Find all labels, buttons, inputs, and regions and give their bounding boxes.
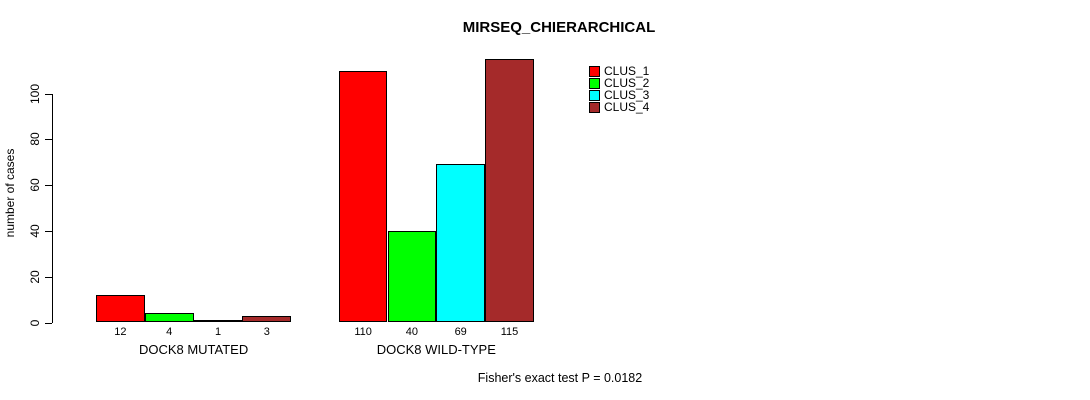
legend-label: CLUS_4 xyxy=(604,100,650,114)
bar-value-label: 69 xyxy=(454,326,467,338)
legend-label: CLUS_3 xyxy=(604,88,650,102)
bar-CLUS_3 xyxy=(436,164,486,323)
y-tick-mark xyxy=(45,139,52,141)
bar-CLUS_2 xyxy=(144,313,194,323)
annotation-text: Fisher's exact test P = 0.0182 xyxy=(477,371,643,385)
legend-swatch-CLUS_2 xyxy=(589,78,600,89)
bar-CLUS_1 xyxy=(338,70,388,323)
bar-value-label: 4 xyxy=(166,326,173,338)
bar-CLUS_3 xyxy=(193,320,243,323)
legend-label: CLUS_2 xyxy=(604,76,650,90)
bar-value-label: 110 xyxy=(354,326,372,338)
legend-swatch-CLUS_3 xyxy=(589,90,600,101)
y-tick-mark xyxy=(45,93,52,95)
bar-CLUS_4 xyxy=(242,315,292,323)
legend-label: CLUS_1 xyxy=(604,64,650,78)
group-label: DOCK8 WILD-TYPE xyxy=(376,342,496,357)
bar-value-label: 3 xyxy=(263,326,270,338)
y-tick-label: 0 xyxy=(28,319,42,326)
bar-value-label: 115 xyxy=(500,326,519,338)
bar-CLUS_1 xyxy=(96,295,145,323)
bar-CLUS_4 xyxy=(485,59,534,323)
y-tick-mark xyxy=(45,322,52,324)
bar-value-label: 1 xyxy=(214,326,222,338)
y-tick-label: 100 xyxy=(28,83,42,104)
legend-swatch-CLUS_1 xyxy=(589,66,600,77)
bar-CLUS_2 xyxy=(387,230,437,323)
y-tick-mark xyxy=(45,185,52,187)
y-tick-label: 40 xyxy=(28,224,42,238)
chart-title: MIRSEQ_CHIERARCHICAL xyxy=(462,19,656,36)
y-tick-label: 20 xyxy=(28,270,42,284)
y-tick-mark xyxy=(45,276,52,278)
y-tick-mark xyxy=(45,230,52,232)
legend-swatch-CLUS_4 xyxy=(589,102,600,113)
y-axis-line xyxy=(52,93,53,323)
y-tick-label: 60 xyxy=(28,178,42,192)
bar-value-label: 12 xyxy=(114,326,127,338)
y-axis-label: number of cases xyxy=(3,148,17,238)
group-label: DOCK8 MUTATED xyxy=(138,342,249,357)
y-tick-label: 80 xyxy=(28,132,42,146)
bar-value-label: 40 xyxy=(405,326,419,338)
